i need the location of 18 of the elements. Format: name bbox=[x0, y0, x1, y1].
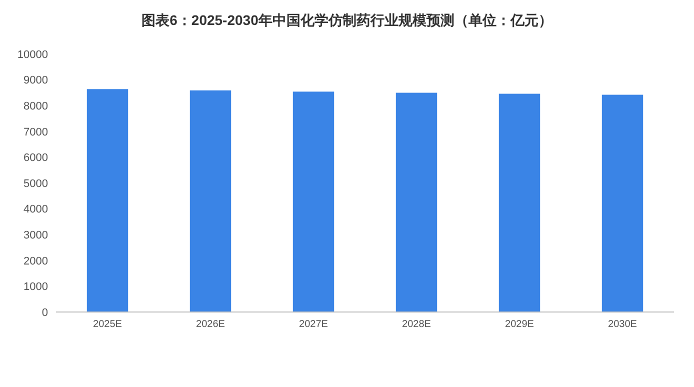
chart-title: 图表6：2025-2030年中国化学仿制药行业规模预测（单位：亿元） bbox=[140, 11, 554, 30]
y-tick-label: 1000 bbox=[24, 281, 48, 294]
y-tick-label: 4000 bbox=[24, 204, 48, 216]
x-tick-label: 2027E bbox=[299, 319, 328, 330]
y-tick-label: 2000 bbox=[24, 255, 48, 268]
y-tick-label: 10000 bbox=[17, 48, 48, 61]
y-tick-label: 5000 bbox=[24, 178, 48, 190]
y-tick-label: 7000 bbox=[24, 126, 48, 138]
x-tick-label: 2029E bbox=[505, 319, 534, 330]
x-tick-label: 2025E bbox=[93, 319, 122, 330]
x-tick-label: 2026E bbox=[196, 319, 226, 330]
x-tick-label: 2030E bbox=[608, 319, 638, 330]
y-tick-label: 6000 bbox=[24, 152, 48, 164]
x-tick-label: 2028E bbox=[402, 319, 432, 330]
y-tick-label: 8000 bbox=[24, 100, 48, 113]
y-tick-label: 9000 bbox=[24, 74, 48, 87]
y-tick-label: 0 bbox=[42, 306, 48, 319]
y-tick-label: 3000 bbox=[24, 230, 48, 242]
